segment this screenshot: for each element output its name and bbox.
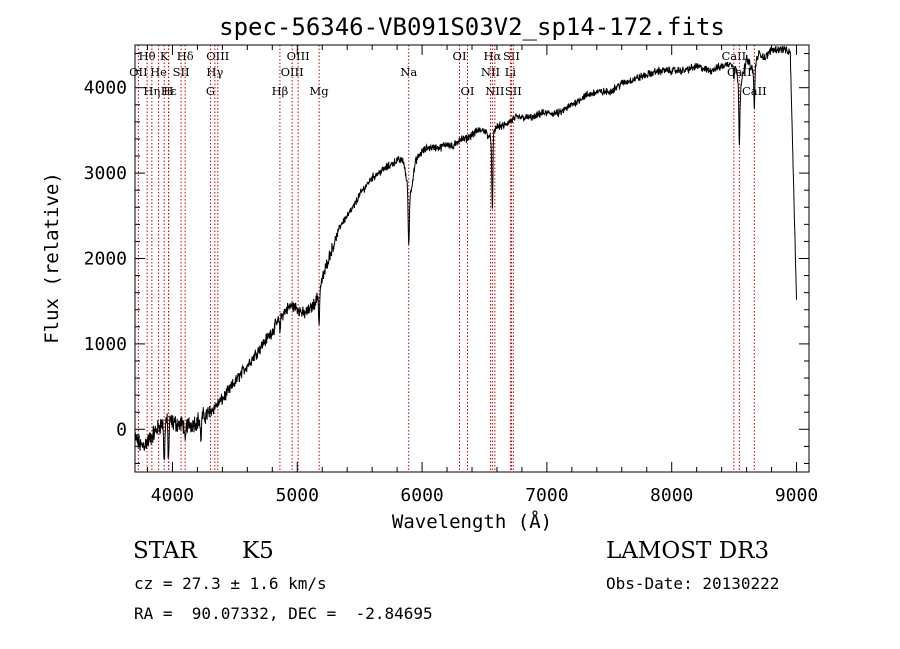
line-marker-label-12: Hγ (206, 65, 223, 79)
line-marker-label-11: SII (173, 65, 190, 79)
chart-title: spec-56346-VB091S03V2_sp14-172.fits (219, 13, 725, 41)
y-tick-label-4000: 4000 (84, 78, 127, 99)
x-tick-label-8000: 8000 (650, 485, 693, 506)
line-marker-label-2: Hδ (177, 49, 194, 63)
line-marker-label-16: Li (505, 65, 517, 79)
line-marker-label-26: SII (505, 84, 522, 98)
line-marker-label-15: NII (481, 65, 500, 79)
line-marker-label-13: OIII (281, 65, 304, 79)
line-marker-label-21: G (206, 84, 215, 98)
line-marker-label-24: OI (461, 84, 475, 98)
line-marker-label-22: Hβ (272, 84, 289, 98)
line-marker-label-20: H (163, 84, 173, 98)
object-subclass: K5 (242, 538, 274, 564)
line-marker-label-8: CaII (721, 49, 746, 63)
line-marker-label-0: Hθ (139, 49, 156, 63)
x-tick-label-9000: 9000 (775, 485, 818, 506)
line-marker-label-23: Mg (310, 84, 330, 98)
line-marker-label-9: OII (129, 65, 148, 79)
line-marker-label-25: NII (485, 84, 504, 98)
obs-date-text: Obs-Date: 20130222 (606, 574, 780, 593)
y-tick-label-3000: 3000 (84, 163, 127, 184)
x-tick-label-4000: 4000 (151, 485, 194, 506)
redshift-text: cz = 27.3 ± 1.6 km/s (134, 574, 327, 593)
axis-ticks: 4000 5000 6000 7000 8000 9000 0 1000 2000 3000 400… (84, 45, 818, 506)
x-tick-label-5000: 5000 (276, 485, 319, 506)
y-tick-label-2000: 2000 (84, 249, 127, 270)
coordinates-text: RA = 90.07332, DEC = -2.84695 (134, 604, 433, 623)
x-tick-label-6000: 6000 (400, 485, 443, 506)
line-marker-label-4: OIII (287, 49, 310, 63)
line-marker-label-19: Hη (143, 84, 160, 98)
line-marker-label-7: SII (503, 49, 520, 63)
line-marker-label-3: OIII (206, 49, 229, 63)
object-class: STAR (133, 538, 197, 564)
plot-frame (134, 44, 810, 473)
line-marker-label-6: Hα (483, 49, 501, 63)
y-tick-label-1000: 1000 (84, 334, 127, 355)
y-tick-label-0: 0 (116, 419, 127, 440)
y-axis-label: Flux (relative) (41, 172, 63, 344)
x-axis-label: Wavelength (Å) (392, 510, 552, 533)
line-marker-label-5: OI (453, 49, 467, 63)
line-marker-label-10: He (150, 65, 167, 79)
spectrum-chart: spec-56346-VB091S03V2_sp14-172.fits Hθ K H… (41, 13, 818, 533)
survey-name: LAMOST DR3 (606, 538, 770, 564)
x-tick-label-7000: 7000 (525, 485, 568, 506)
line-marker-label-14: Na (400, 65, 417, 79)
line-marker-label-17: CaII (727, 65, 752, 79)
line-marker-label-1: K (160, 49, 169, 63)
spectrum-line (134, 44, 797, 461)
